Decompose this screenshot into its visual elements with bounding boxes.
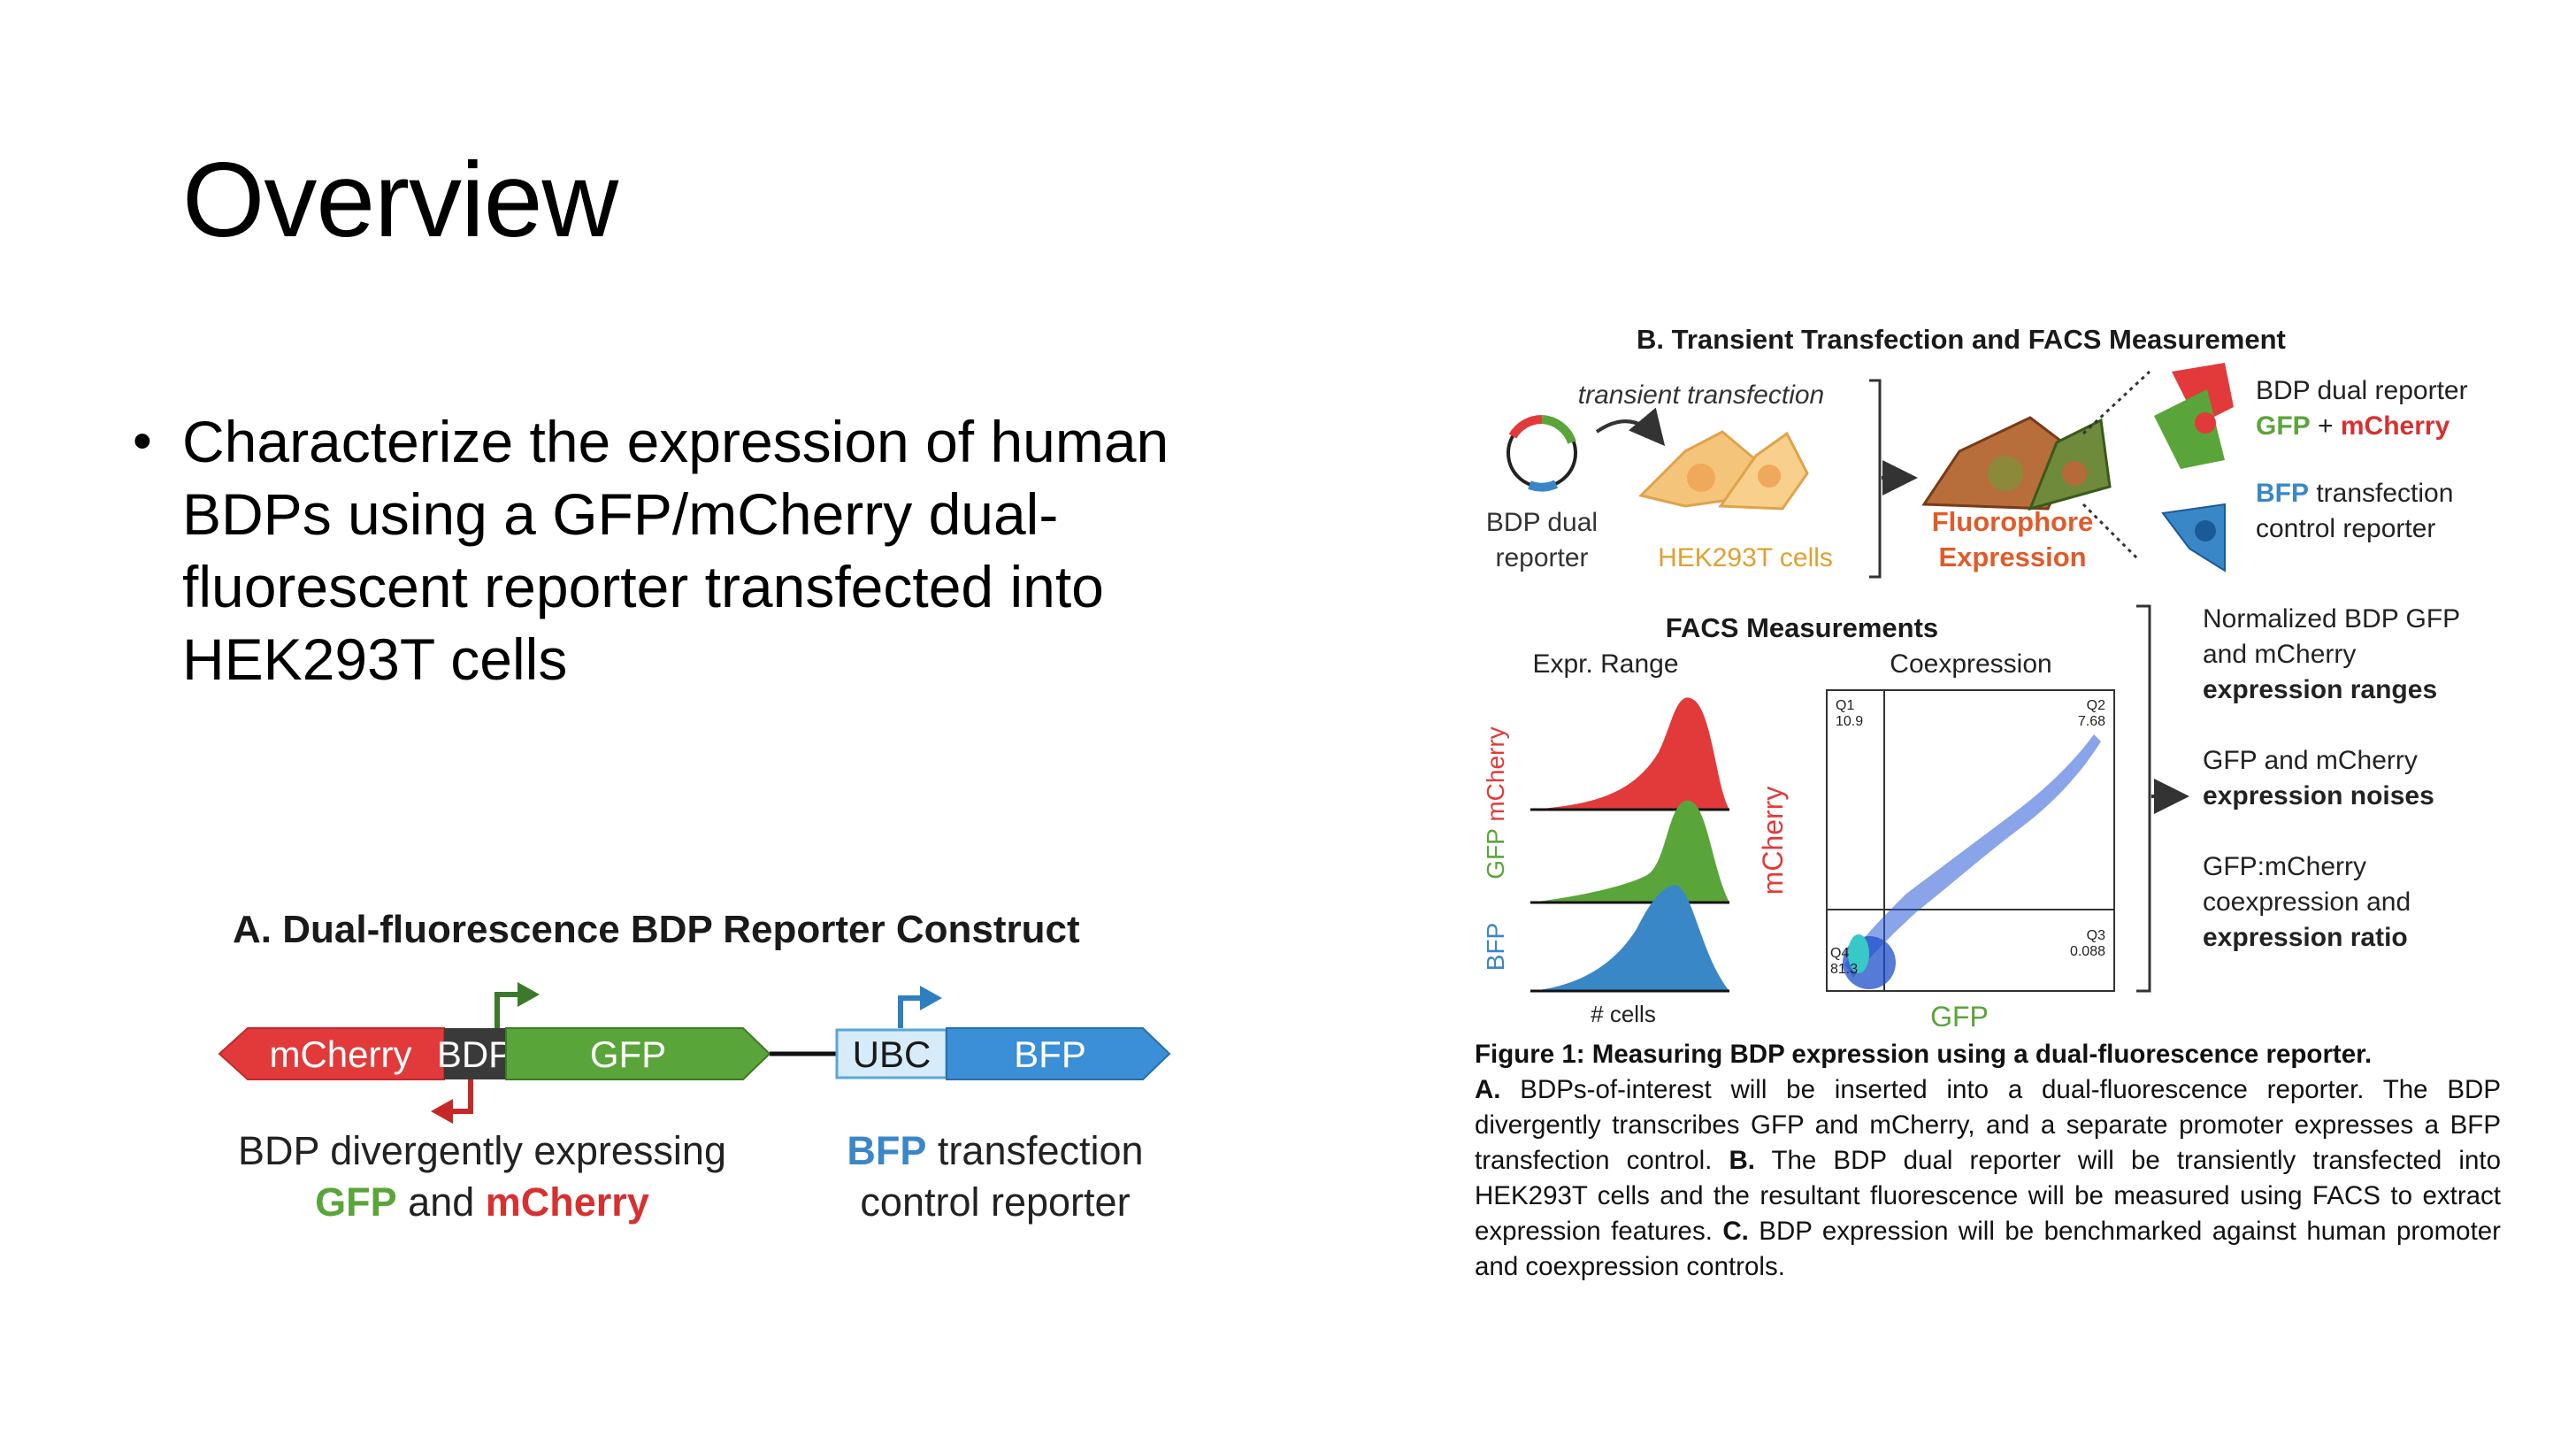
q2-label: Q2	[2087, 698, 2105, 713]
gfp-segment-label: GFP	[590, 1033, 666, 1075]
bfp-control-line2: control reporter	[2256, 514, 2436, 543]
feature-3: GFP:mCherry coexpression and expression …	[2203, 849, 2411, 956]
ubc-segment-label: UBC	[853, 1033, 932, 1075]
q4-label: Q4	[1830, 946, 1849, 961]
transient-transfection-label: transient transfection	[1578, 380, 1824, 410]
bdp-reporter-label-1: BDP dual	[1486, 508, 1598, 537]
bfp-control-rest: transfection	[2309, 479, 2454, 508]
caption-and: and	[396, 1179, 486, 1225]
caption-bdp-line1: BDP divergently expressing	[238, 1128, 726, 1173]
gfp-segment	[505, 1027, 771, 1080]
q3-label: Q3	[2087, 928, 2105, 943]
bfp-cell-icon	[2161, 503, 2226, 572]
bfp-control-label: BFP transfection control reporter	[2256, 476, 2453, 547]
dual-reporter-label: BDP dual reporter GFP + mCherry	[2256, 373, 2468, 444]
fluorophore-label-1: Fluorophore	[1932, 506, 2094, 537]
plasmid-icon	[1506, 414, 1577, 492]
ubc-promoter-icon	[898, 986, 942, 1028]
feature-1-bold: expression ranges	[2203, 675, 2438, 704]
dual-reporter-line1: BDP dual reporter	[2256, 376, 2468, 405]
q2-value: 7.68	[2078, 714, 2105, 729]
facs-title: FACS Measurements	[1666, 612, 1938, 643]
caption-bdp-divergent: BDP divergently expressing GFP and mCher…	[234, 1125, 730, 1228]
bdp-segment-label: BDP	[437, 1033, 513, 1075]
caption-bfp: BFP	[847, 1128, 927, 1173]
feature-3-bold: expression ratio	[2203, 923, 2408, 952]
expr-range-label: Expr. Range	[1532, 649, 1678, 679]
hek293t-cells-icon	[1638, 430, 1809, 511]
feature-3-line1: GFP:mCherry	[2203, 852, 2367, 881]
feature-1-line1: Normalized BDP GFP	[2203, 604, 2461, 634]
slide-title: Overview	[182, 141, 618, 259]
scatter-xlabel: GFP	[1930, 1001, 1989, 1026]
ubc-segment	[835, 1028, 948, 1079]
feature-1-line2: and mCherry	[2203, 640, 2357, 669]
caption-c-text: BDP expression will be benchmarked again…	[1475, 1217, 2501, 1281]
figure-b: B. Transient Transfection and FACS Measu…	[1464, 319, 2508, 1310]
panel-a-title: A. Dual-fluorescence BDP Reporter Constr…	[233, 908, 1080, 951]
bfp-segment-label: BFP	[1014, 1033, 1086, 1075]
histogram-bfp	[1530, 885, 1729, 993]
coexpression-label: Coexpression	[1890, 649, 2051, 679]
histogram-gfp	[1530, 800, 1729, 904]
fluorophore-label-2: Expression	[1938, 542, 2086, 572]
hist-label-gfp: GFP	[1482, 828, 1509, 879]
bdp-forward-promoter-icon	[494, 982, 540, 1028]
caption-bfp-line2: control reporter	[860, 1179, 1131, 1225]
caption-mcherry: mCherry	[485, 1179, 649, 1225]
hek-label: HEK293T cells	[1658, 543, 1833, 572]
q1-value: 10.9	[1836, 714, 1863, 729]
bdp-segment	[444, 1028, 506, 1079]
bullet-item: • Characterize the expression of human B…	[133, 405, 1283, 695]
hist-label-mcherry: mCherry	[1482, 726, 1509, 821]
caption-b-label: B.	[1729, 1146, 1755, 1175]
feature-2: GFP and mCherry expression noises	[2203, 743, 2434, 814]
bullet-list: • Characterize the expression of human B…	[133, 405, 1283, 695]
caption-a-label: A.	[1475, 1075, 1501, 1104]
bullet-icon: •	[133, 411, 152, 472]
bdp-reporter-label-2: reporter	[1495, 543, 1588, 572]
hist-label-bfp: BFP	[1482, 923, 1509, 971]
feature-3-line2: coexpression and	[2203, 887, 2411, 917]
feature-2-bold: expression noises	[2203, 781, 2434, 810]
feature-1: Normalized BDP GFP and mCherry expressio…	[2203, 602, 2460, 708]
bfp-segment	[946, 1027, 1171, 1080]
construct-diagram: mCherry BDP GFP UBC BFP	[218, 982, 1171, 1124]
caption-bfp-rest: transfection	[926, 1128, 1144, 1173]
panel-b-diagram: BDP dual reporter transient transfection…	[1482, 363, 2234, 1026]
histogram-mcherry	[1530, 697, 1729, 811]
fluorophore-cells-icon	[1921, 416, 2112, 511]
hist-xlabel: # cells	[1591, 1001, 1656, 1026]
mcherry-segment-label: mCherry	[269, 1033, 411, 1075]
bullet-text: Characterize the expression of human BDP…	[182, 409, 1169, 692]
figure-caption: Figure 1: Measuring BDP expression using…	[1475, 1037, 2501, 1285]
transfection-arrow-icon	[1595, 407, 1666, 447]
dotted-line-2	[2082, 503, 2140, 561]
caption-bfp-control: BFP transfection control reporter	[818, 1125, 1172, 1228]
q3-value: 0.088	[2070, 944, 2105, 959]
dual-reporter-plus: +	[2310, 411, 2341, 441]
dual-reporter-mcherry: mCherry	[2340, 411, 2450, 441]
scatter-plot	[1826, 689, 2115, 992]
bracket-2	[2136, 604, 2151, 993]
feature-2-line1: GFP and mCherry	[2203, 746, 2418, 775]
caption-b-text: The BDP dual reporter will be transientl…	[1475, 1146, 2501, 1246]
caption-c-label: C.	[1722, 1217, 1749, 1246]
bdp-reverse-promoter-icon	[431, 1078, 473, 1124]
q4-value: 81.3	[1830, 962, 1858, 977]
caption-a-text: BDPs-of-interest will be inserted into a…	[1475, 1075, 2501, 1175]
panel-b-title: B. Transient Transfection and FACS Measu…	[1637, 324, 2286, 355]
caption-gfp: GFP	[315, 1179, 397, 1225]
dual-reporter-cell-icon	[2154, 363, 2234, 469]
panel-a-construct: A. Dual-fluorescence BDP Reporter Constr…	[212, 894, 1185, 1265]
dual-reporter-gfp: GFP	[2256, 411, 2311, 441]
q1-label: Q1	[1836, 698, 1854, 713]
figure-caption-title: Figure 1: Measuring BDP expression using…	[1475, 1040, 2373, 1069]
bfp-control-bfp: BFP	[2256, 479, 2309, 508]
bracket-1	[1869, 379, 1882, 579]
scatter-ylabel: mCherry	[1757, 787, 1789, 895]
